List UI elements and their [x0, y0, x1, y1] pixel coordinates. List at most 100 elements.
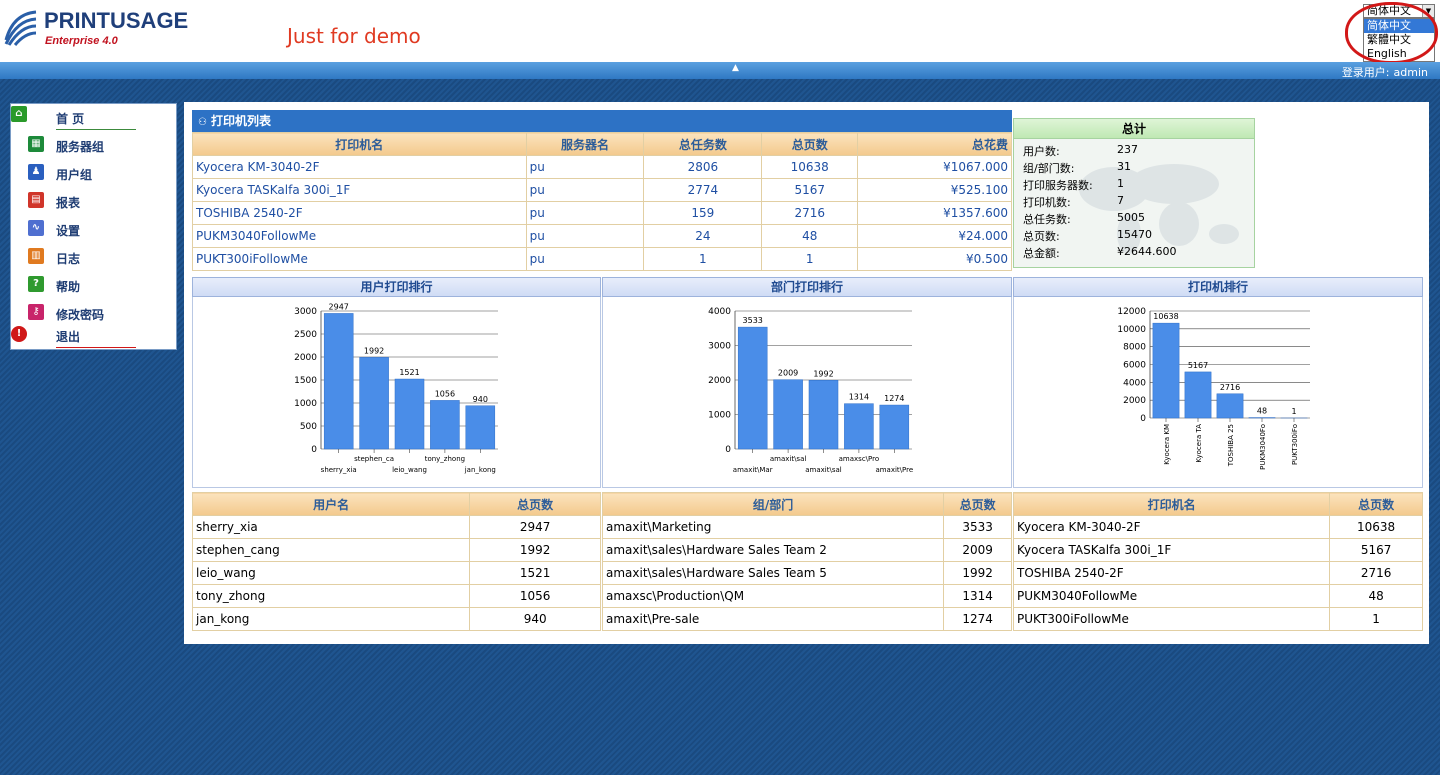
column-header[interactable]: 总任务数	[643, 132, 763, 156]
bar-data-label: 1992	[813, 369, 833, 378]
printer-name-link[interactable]: PUKM3040FollowMe	[192, 224, 527, 248]
y-tick-label: 0	[725, 445, 731, 455]
table-cell: pu	[525, 155, 645, 179]
column-header[interactable]: 总页数	[761, 132, 859, 156]
y-tick-label: 10000	[1117, 325, 1146, 335]
pages-cell: 3533	[943, 515, 1012, 539]
y-tick-label: 8000	[1123, 343, 1146, 353]
name-cell: sherry_xia	[191, 515, 471, 539]
printer-name-link[interactable]: PUKT300iFollowMe	[192, 247, 527, 271]
column-header[interactable]: 总花费	[857, 132, 1012, 156]
totals-value: 1	[1117, 177, 1124, 190]
pages-cell: 2716	[1329, 561, 1423, 585]
name-cell: PUKM3040FollowMe	[1012, 584, 1331, 608]
totals-title: 总计	[1014, 119, 1254, 139]
sidebar-item-users[interactable]: ♟ 用户组	[11, 162, 176, 190]
user-ranking-chart: 0 500 1000 1500 2000 2500 3000 2947 sherry_xia 19…	[294, 302, 498, 474]
totals-value: 7	[1117, 194, 1124, 207]
bar[interactable]	[1184, 371, 1212, 419]
table-cell: 159	[643, 201, 763, 225]
bar[interactable]	[1152, 322, 1180, 419]
table-cell: 1	[761, 247, 859, 271]
column-header[interactable]: 用户名	[191, 492, 471, 516]
collapse-header-icon[interactable]: ▲	[732, 63, 739, 73]
bar[interactable]	[430, 400, 460, 450]
sidebar-item-settings[interactable]: ∿ 设置	[11, 218, 176, 246]
x-tick-label: amaxit\Mar	[733, 466, 773, 474]
table-row: stephen_cang 1992	[191, 538, 601, 562]
report-icon: ▤	[28, 192, 44, 208]
bar[interactable]	[1216, 393, 1244, 419]
login-label: 登录用户:	[1341, 66, 1390, 79]
bar[interactable]	[465, 405, 496, 450]
x-tick-label: tony_zhong	[425, 455, 465, 463]
y-tick-label: 1000	[294, 399, 317, 409]
x-tick-label: amaxsc\Pro	[839, 455, 880, 463]
table-cell: ¥525.100	[857, 178, 1012, 202]
printer-name-link[interactable]: TOSHIBA 2540-2F	[192, 201, 527, 225]
table-header-row: 组/部门 总页数	[601, 492, 1012, 516]
printer-name-link[interactable]: Kyocera TASKalfa 300i_1F	[192, 178, 527, 202]
name-cell: leio_wang	[191, 561, 471, 585]
bar-data-label: 48	[1257, 407, 1267, 416]
table-row: amaxit\sales\Hardware Sales Team 2 2009	[601, 538, 1012, 562]
pages-cell: 940	[469, 607, 601, 631]
y-tick-label: 3000	[708, 342, 731, 352]
table-cell: pu	[525, 247, 645, 271]
table-row: PUKM3040FollowMe 48	[1012, 584, 1423, 608]
column-header[interactable]: 总页数	[1329, 492, 1423, 516]
column-header[interactable]: 组/部门	[601, 492, 945, 516]
table-row: jan_kong 940	[191, 607, 601, 631]
bar[interactable]	[773, 379, 803, 450]
table-header-row: 用户名 总页数	[191, 492, 601, 516]
sidebar-item-server[interactable]: ▦ 服务器组	[11, 134, 176, 162]
printer-name-link[interactable]: Kyocera KM-3040-2F	[192, 155, 527, 179]
column-header[interactable]: 总页数	[943, 492, 1012, 516]
table-row: amaxit\sales\Hardware Sales Team 5 1992	[601, 561, 1012, 585]
totals-label: 总任务数:	[1023, 213, 1071, 226]
totals-row: 打印机数: 7	[1023, 194, 1124, 210]
server-icon: ▦	[28, 136, 44, 152]
y-tick-label: 2500	[294, 330, 317, 340]
sidebar-item-exit[interactable]: ! 退出	[11, 324, 176, 352]
y-tick-label: 12000	[1117, 307, 1146, 317]
sidebar-item-key[interactable]: ⚷ 修改密码	[11, 302, 176, 330]
totals-row: 总任务数: 5005	[1023, 211, 1145, 227]
column-header[interactable]: 打印机名	[1012, 492, 1331, 516]
sidebar-item-report[interactable]: ▤ 报表	[11, 190, 176, 218]
totals-label: 总金额:	[1023, 247, 1060, 260]
sidebar-item-label: 服务器组	[56, 140, 105, 154]
sidebar-item-home[interactable]: ⌂ 首 页	[11, 106, 176, 134]
sidebar-item-label: 首 页	[56, 112, 85, 126]
printer-ranking-chart: 0 2000 4000 6000 8000 10000 12000 10638 Kyocera …	[1117, 307, 1310, 470]
sidebar-item-label: 设置	[56, 224, 81, 238]
table-row: PUKT300iFollowMe pu 1 1 ¥0.500	[192, 247, 1012, 271]
column-header[interactable]: 服务器名	[525, 132, 645, 156]
column-header[interactable]: 打印机名	[192, 132, 527, 156]
bar[interactable]	[323, 313, 354, 450]
table-cell: 48	[761, 224, 859, 248]
x-tick-label: leio_wang	[392, 466, 427, 474]
sidebar-item-label: 帮助	[56, 280, 81, 294]
totals-value: 31	[1117, 160, 1131, 173]
bar[interactable]	[879, 404, 910, 450]
bar[interactable]	[737, 326, 768, 450]
login-info: 登录用户: admin	[1342, 64, 1428, 80]
totals-label: 打印服务器数:	[1023, 179, 1093, 192]
sidebar-item-log[interactable]: ▥ 日志	[11, 246, 176, 274]
bar[interactable]	[844, 403, 874, 450]
y-tick-label: 500	[300, 422, 317, 432]
bar[interactable]	[808, 380, 839, 450]
table-row: Kyocera TASKalfa 300i_1F 5167	[1012, 538, 1423, 562]
table-cell: ¥24.000	[857, 224, 1012, 248]
name-cell: PUKT300iFollowMe	[1012, 607, 1331, 631]
user-ranking-header: 用户打印排行	[192, 277, 601, 297]
column-header[interactable]: 总页数	[469, 492, 601, 516]
bar[interactable]	[359, 357, 389, 450]
x-tick-label: jan_kong	[464, 466, 496, 474]
sidebar-item-help[interactable]: ? 帮助	[11, 274, 176, 302]
totals-value: 5005	[1117, 211, 1145, 224]
bar[interactable]	[394, 378, 425, 450]
bar-data-label: 1274	[884, 394, 904, 403]
y-tick-label: 0	[311, 445, 317, 455]
